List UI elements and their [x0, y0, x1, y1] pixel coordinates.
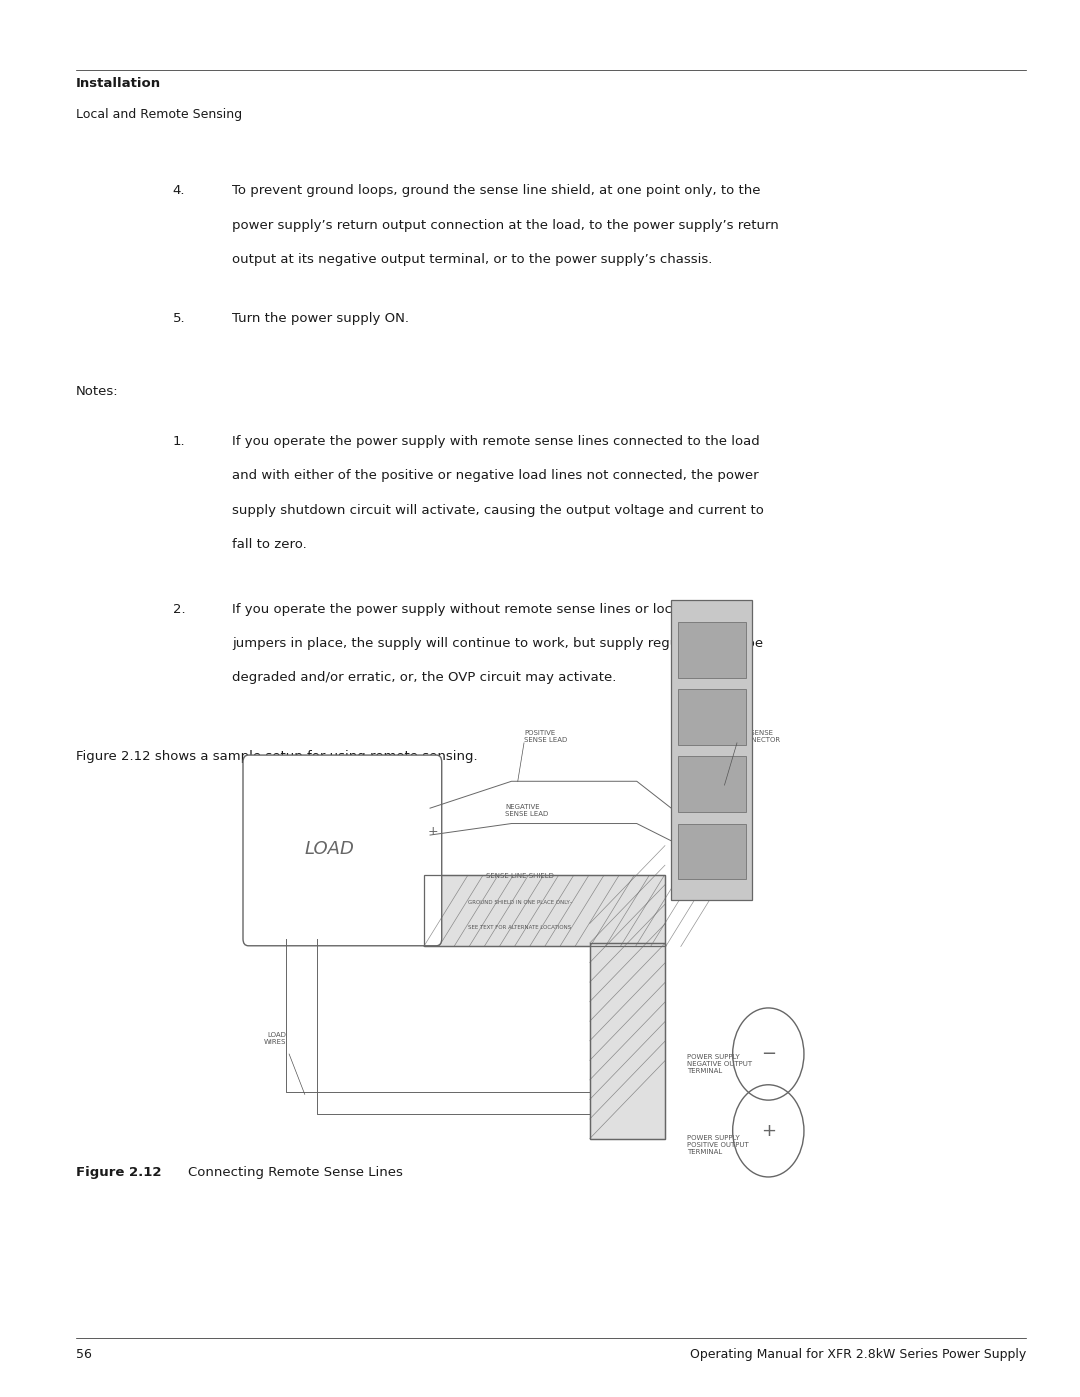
- Text: Operating Manual for XFR 2.8kW Series Power Supply: Operating Manual for XFR 2.8kW Series Po…: [690, 1348, 1026, 1361]
- Text: Figure 2.12 shows a sample setup for using remote sensing.: Figure 2.12 shows a sample setup for usi…: [76, 750, 477, 763]
- Bar: [590, 943, 665, 1139]
- Text: POWER SUPPLY
POSITIVE OUTPUT
TERMINAL: POWER SUPPLY POSITIVE OUTPUT TERMINAL: [687, 1134, 748, 1155]
- Bar: [678, 756, 746, 812]
- FancyBboxPatch shape: [243, 754, 442, 946]
- Text: +: +: [760, 1122, 775, 1140]
- Bar: [590, 943, 665, 1139]
- Text: GROUND SHIELD IN ONE PLACE ONLY–: GROUND SHIELD IN ONE PLACE ONLY–: [468, 901, 572, 905]
- Bar: [672, 601, 752, 901]
- Text: SENSE LINE SHIELD: SENSE LINE SHIELD: [486, 873, 554, 880]
- Text: SEE TEXT FOR ALTERNATE LOCATIONS: SEE TEXT FOR ALTERNATE LOCATIONS: [468, 925, 571, 930]
- Bar: [678, 690, 746, 746]
- Text: Notes:: Notes:: [76, 386, 118, 398]
- Text: Local and Remote Sensing: Local and Remote Sensing: [76, 108, 242, 120]
- Text: −: −: [760, 1045, 775, 1063]
- Text: fall to zero.: fall to zero.: [232, 538, 307, 550]
- Text: LOAD
WIRES: LOAD WIRES: [264, 1032, 286, 1045]
- Text: If you operate the power supply without remote sense lines or local sense: If you operate the power supply without …: [232, 604, 727, 616]
- Text: POSITIVE
SENSE LEAD: POSITIVE SENSE LEAD: [524, 729, 567, 743]
- Text: output at its negative output terminal, or to the power supply’s chassis.: output at its negative output terminal, …: [232, 253, 713, 265]
- Text: power supply’s return output connection at the load, to the power supply’s retur: power supply’s return output connection …: [232, 218, 779, 232]
- Text: Connecting Remote Sense Lines: Connecting Remote Sense Lines: [188, 1166, 403, 1179]
- Text: 56: 56: [76, 1348, 92, 1361]
- Text: 5.: 5.: [173, 313, 186, 326]
- Text: +: +: [428, 824, 438, 838]
- Bar: [678, 823, 746, 880]
- Text: POWER SUPPLY
NEGATIVE OUTPUT
TERMINAL: POWER SUPPLY NEGATIVE OUTPUT TERMINAL: [687, 1053, 752, 1074]
- Text: Turn the power supply ON.: Turn the power supply ON.: [232, 313, 409, 326]
- Text: Installation: Installation: [76, 77, 161, 89]
- Text: 1.: 1.: [173, 436, 186, 448]
- Text: To prevent ground loops, ground the sense line shield, at one point only, to the: To prevent ground loops, ground the sens…: [232, 184, 760, 197]
- Text: NEGATIVE
SENSE LEAD: NEGATIVE SENSE LEAD: [505, 805, 549, 817]
- Text: and with either of the positive or negative load lines not connected, the power: and with either of the positive or negat…: [232, 469, 759, 482]
- Text: J10 SENSE
CONNECTOR: J10 SENSE CONNECTOR: [737, 729, 781, 743]
- Text: If you operate the power supply with remote sense lines connected to the load: If you operate the power supply with rem…: [232, 436, 760, 448]
- Text: jumpers in place, the supply will continue to work, but supply regulation will b: jumpers in place, the supply will contin…: [232, 637, 764, 650]
- Text: Figure 2.12: Figure 2.12: [76, 1166, 161, 1179]
- Text: 4.: 4.: [173, 184, 186, 197]
- Text: supply shutdown circuit will activate, causing the output voltage and current to: supply shutdown circuit will activate, c…: [232, 504, 764, 517]
- Text: 2.: 2.: [173, 604, 186, 616]
- Bar: [423, 876, 665, 947]
- Bar: [678, 623, 746, 678]
- Text: degraded and/or erratic, or, the OVP circuit may activate.: degraded and/or erratic, or, the OVP cir…: [232, 672, 617, 685]
- Bar: [423, 876, 665, 947]
- Text: LOAD: LOAD: [305, 840, 354, 858]
